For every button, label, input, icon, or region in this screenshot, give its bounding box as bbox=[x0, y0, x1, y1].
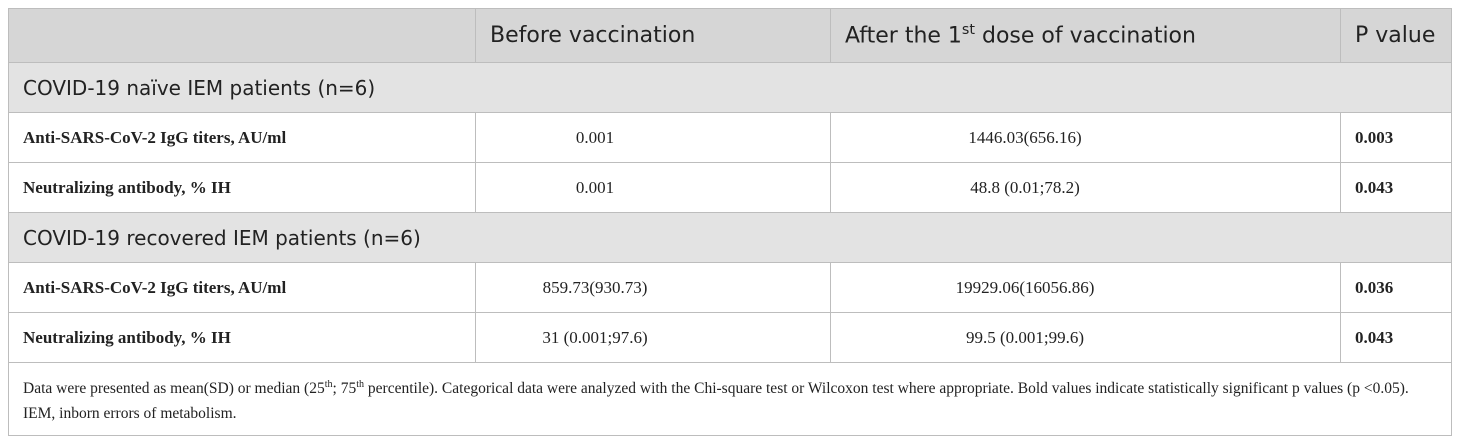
superscript: th bbox=[324, 378, 333, 390]
data-row: Neutralizing antibody, % IH 31 (0.001;97.… bbox=[8, 312, 1452, 363]
header-cell bbox=[8, 8, 476, 63]
group-title: COVID-19 recovered IEM patients (n=6) bbox=[8, 212, 1452, 263]
header-row: Before vaccination After the 1st dose of… bbox=[8, 8, 1452, 63]
header-cell: Before vaccination bbox=[475, 8, 831, 63]
superscript: th bbox=[356, 378, 365, 390]
value-cell: 19929.06(16056.86) bbox=[830, 262, 1341, 313]
p-value: 0.043 bbox=[1340, 312, 1452, 363]
footnote: Data were presented as mean(SD) or media… bbox=[8, 362, 1452, 436]
group-title: COVID-19 naïve IEM patients (n=6) bbox=[8, 62, 1452, 113]
header-text: After the 1 bbox=[845, 23, 962, 49]
value-cell: 99.5 (0.001;99.6) bbox=[830, 312, 1341, 363]
data-row: Anti-SARS-CoV-2 IgG titers, AU/ml 0.001 14… bbox=[8, 112, 1452, 163]
value-cell: 31 (0.001;97.6) bbox=[475, 312, 831, 363]
value-cell: 1446.03(656.16) bbox=[830, 112, 1341, 163]
row-label: Anti-SARS-CoV-2 IgG titers, AU/ml bbox=[8, 262, 476, 313]
data-row: Neutralizing antibody, % IH 0.001 48.8 (0.… bbox=[8, 162, 1452, 213]
value-cell: 48.8 (0.01;78.2) bbox=[830, 162, 1341, 213]
table-body: COVID-19 naïve IEM patients (n=6) Anti-SA… bbox=[8, 62, 1452, 363]
footnote-text: percentile). Categorical data were analy… bbox=[23, 380, 1409, 423]
p-value: 0.036 bbox=[1340, 262, 1452, 313]
p-value: 0.043 bbox=[1340, 162, 1452, 213]
row-label: Neutralizing antibody, % IH bbox=[8, 312, 476, 363]
header-cell: P value bbox=[1340, 8, 1452, 63]
value-cell: 0.001 bbox=[475, 112, 831, 163]
p-value: 0.003 bbox=[1340, 112, 1452, 163]
footnote-row: Data were presented as mean(SD) or media… bbox=[8, 362, 1452, 436]
footnote-text: Data were presented as mean(SD) or media… bbox=[23, 380, 325, 398]
row-label: Neutralizing antibody, % IH bbox=[8, 162, 476, 213]
value-cell: 859.73(930.73) bbox=[475, 262, 831, 313]
header-text: dose of vaccination bbox=[974, 23, 1196, 49]
group-row: COVID-19 recovered IEM patients (n=6) bbox=[8, 212, 1452, 263]
data-row: Anti-SARS-CoV-2 IgG titers, AU/ml 859.73(… bbox=[8, 262, 1452, 313]
header-cell: After the 1st dose of vaccination bbox=[830, 8, 1341, 63]
footnote-text: ; 75 bbox=[332, 380, 357, 398]
superscript: st bbox=[961, 22, 975, 39]
value-cell: 0.001 bbox=[475, 162, 831, 213]
results-table: Before vaccination After the 1st dose of… bbox=[8, 8, 1452, 436]
group-row: COVID-19 naïve IEM patients (n=6) bbox=[8, 62, 1452, 113]
row-label: Anti-SARS-CoV-2 IgG titers, AU/ml bbox=[8, 112, 476, 163]
